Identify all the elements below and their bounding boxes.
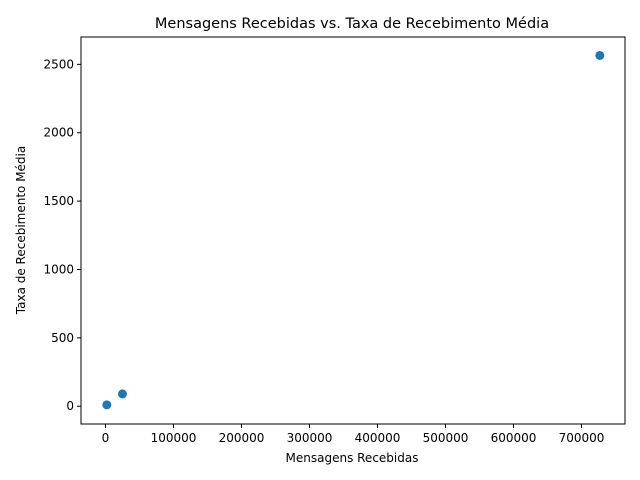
- x-axis-ticks: 0 100000 200000 300000 400000 500000 600000 700…: [102, 424, 605, 445]
- y-axis-ticks: 0 500 1000 1500 2000 2500: [43, 57, 81, 413]
- y-tick-label: 2500: [43, 57, 74, 71]
- y-axis-label: Taxa de Recebimento Média: [14, 146, 28, 315]
- data-points: [102, 50, 605, 410]
- x-tick-label: 200000: [219, 431, 265, 445]
- y-tick-label: 2000: [43, 126, 74, 140]
- y-tick-label: 1000: [43, 262, 74, 276]
- plot-frame: [80, 36, 626, 425]
- scatter-point: [595, 50, 605, 60]
- y-tick-label: 1500: [43, 194, 74, 208]
- x-tick-label: 300000: [287, 431, 333, 445]
- x-tick-label: 0: [102, 431, 110, 445]
- y-tick-label: 500: [51, 331, 74, 345]
- x-axis-label: Mensagens Recebidas: [286, 451, 419, 465]
- scatter-point: [102, 400, 112, 410]
- chart-title: Mensagens Recebidas vs. Taxa de Recebime…: [155, 16, 549, 32]
- x-tick-label: 100000: [151, 431, 197, 445]
- y-tick-label: 0: [66, 399, 74, 413]
- x-tick-label: 700000: [559, 431, 605, 445]
- x-tick-label: 500000: [423, 431, 469, 445]
- x-tick-label: 600000: [491, 431, 537, 445]
- scatter-point: [117, 389, 127, 399]
- x-tick-label: 400000: [355, 431, 401, 445]
